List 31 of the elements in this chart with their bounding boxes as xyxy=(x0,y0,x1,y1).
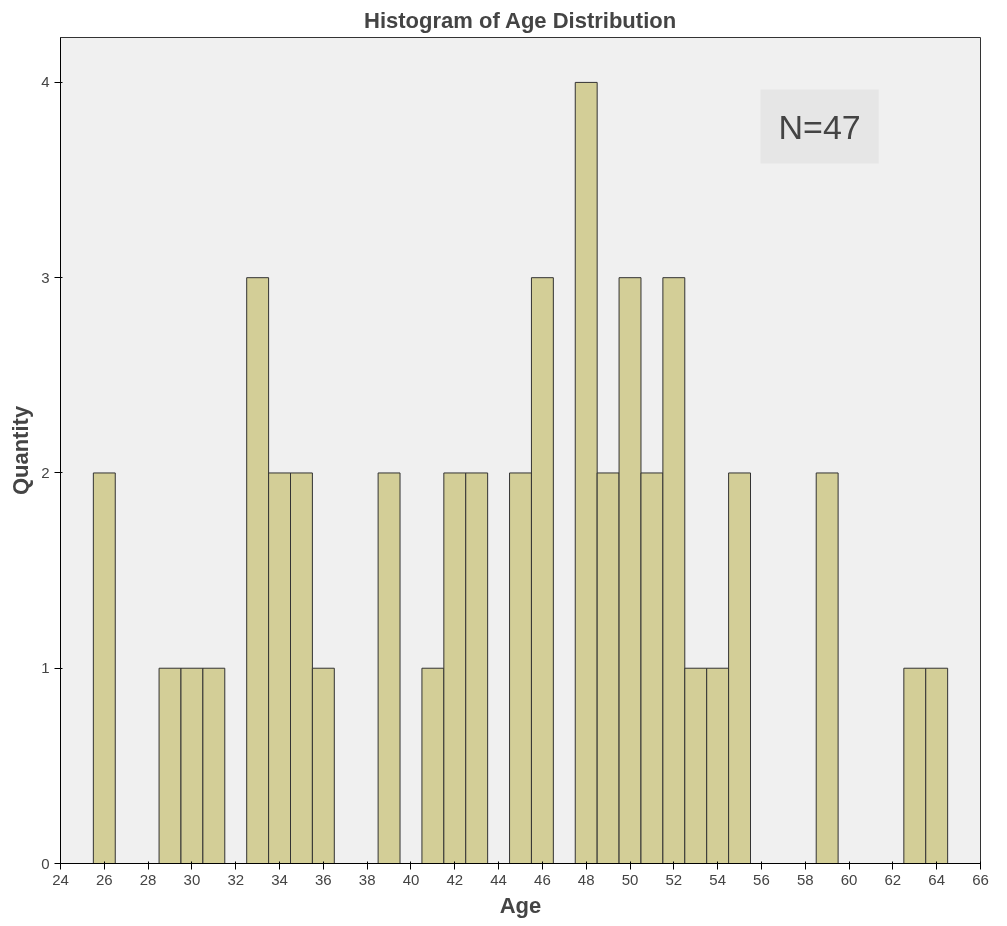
x-tick-label: 58 xyxy=(796,870,814,888)
x-tick-label: 30 xyxy=(183,870,201,888)
x-tick-label: 36 xyxy=(315,870,332,888)
x-tick-label: 26 xyxy=(95,870,113,888)
x-tick-label: 32 xyxy=(227,870,245,888)
x-tick-label: 40 xyxy=(402,870,420,888)
y-tick-label: 3 xyxy=(41,268,50,286)
x-tick-label: 52 xyxy=(665,870,683,888)
y-tick-label: 0 xyxy=(41,854,50,872)
x-tick-label: 44 xyxy=(490,870,507,888)
y-tick-label: 1 xyxy=(41,659,50,677)
x-tick-label: 28 xyxy=(139,870,157,888)
x-tick-label: 48 xyxy=(577,870,595,888)
x-tick-label: 60 xyxy=(840,870,858,888)
chart-title: Histogram of Age Distribution xyxy=(364,7,677,33)
x-tick-label: 54 xyxy=(709,870,726,888)
x-tick-label: 34 xyxy=(271,870,288,888)
x-tick-label: 38 xyxy=(358,870,376,888)
x-tick-label: 24 xyxy=(52,870,69,888)
annotation: N=47 xyxy=(778,107,861,146)
x-axis-title: Age xyxy=(499,892,542,918)
x-tick-label: 42 xyxy=(446,870,464,888)
y-tick-label: 2 xyxy=(41,463,50,481)
x-tick-label: 50 xyxy=(621,870,639,888)
y-tick-label: 4 xyxy=(41,73,50,91)
x-tick-label: 56 xyxy=(753,870,770,888)
y-axis-title: Quantity xyxy=(8,405,34,496)
x-tick-label: 64 xyxy=(928,870,946,888)
x-tick-label: 62 xyxy=(884,870,902,888)
x-tick-label: 46 xyxy=(534,870,551,888)
x-tick-label: 66 xyxy=(972,870,989,888)
